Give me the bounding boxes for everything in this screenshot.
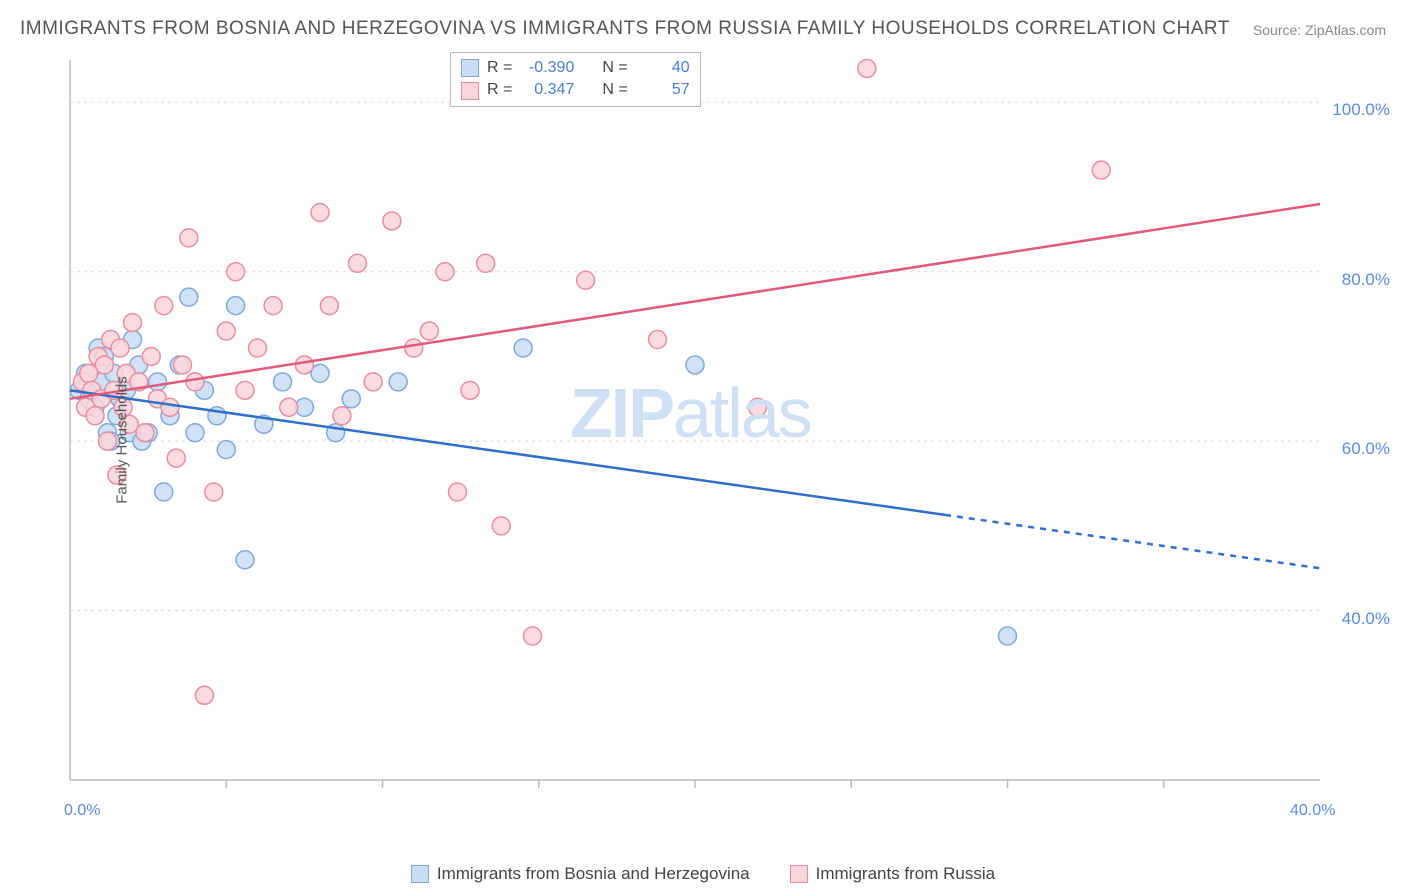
- r-label: R =: [487, 57, 512, 79]
- plot-svg: [50, 50, 1390, 830]
- n-label: N =: [602, 79, 627, 101]
- y-tick-label: 80.0%: [1342, 270, 1390, 290]
- y-tick-label: 40.0%: [1342, 609, 1390, 629]
- swatch-russia-icon: [461, 82, 479, 100]
- source-label: Source: ZipAtlas.com: [1253, 22, 1386, 38]
- stats-row-bosnia: R = -0.390 N = 40: [461, 57, 690, 79]
- swatch-bosnia-icon: [411, 865, 429, 883]
- stats-row-russia: R = 0.347 N = 57: [461, 79, 690, 101]
- legend-label-russia: Immigrants from Russia: [816, 864, 995, 884]
- swatch-bosnia-icon: [461, 59, 479, 77]
- y-tick-label: 100.0%: [1332, 100, 1390, 120]
- y-axis-label: Family Households: [113, 376, 130, 504]
- y-tick-label: 60.0%: [1342, 439, 1390, 459]
- n-label: N =: [602, 57, 627, 79]
- legend-label-bosnia: Immigrants from Bosnia and Herzegovina: [437, 864, 750, 884]
- r-value-russia: 0.347: [520, 79, 574, 101]
- x-tick-label: 40.0%: [1290, 802, 1335, 820]
- x-tick-label: 0.0%: [64, 802, 100, 820]
- scatter-plot: Family Households ZIPatlas R =-0.390N =4…: [50, 50, 1390, 830]
- chart-title: IMMIGRANTS FROM BOSNIA AND HERZEGOVINA V…: [20, 18, 1230, 40]
- n-value-bosnia: 40: [636, 57, 690, 79]
- legend-item-russia: Immigrants from Russia: [790, 864, 995, 884]
- r-label: R =: [487, 79, 512, 101]
- legend-item-bosnia: Immigrants from Bosnia and Herzegovina: [411, 864, 750, 884]
- r-value-bosnia: -0.390: [520, 57, 574, 79]
- n-value-russia: 57: [636, 79, 690, 101]
- bottom-legend: Immigrants from Bosnia and Herzegovina Im…: [0, 864, 1406, 884]
- swatch-russia-icon: [790, 865, 808, 883]
- stats-box: R = -0.390 N = 40 R = 0.347 N = 57: [450, 52, 701, 107]
